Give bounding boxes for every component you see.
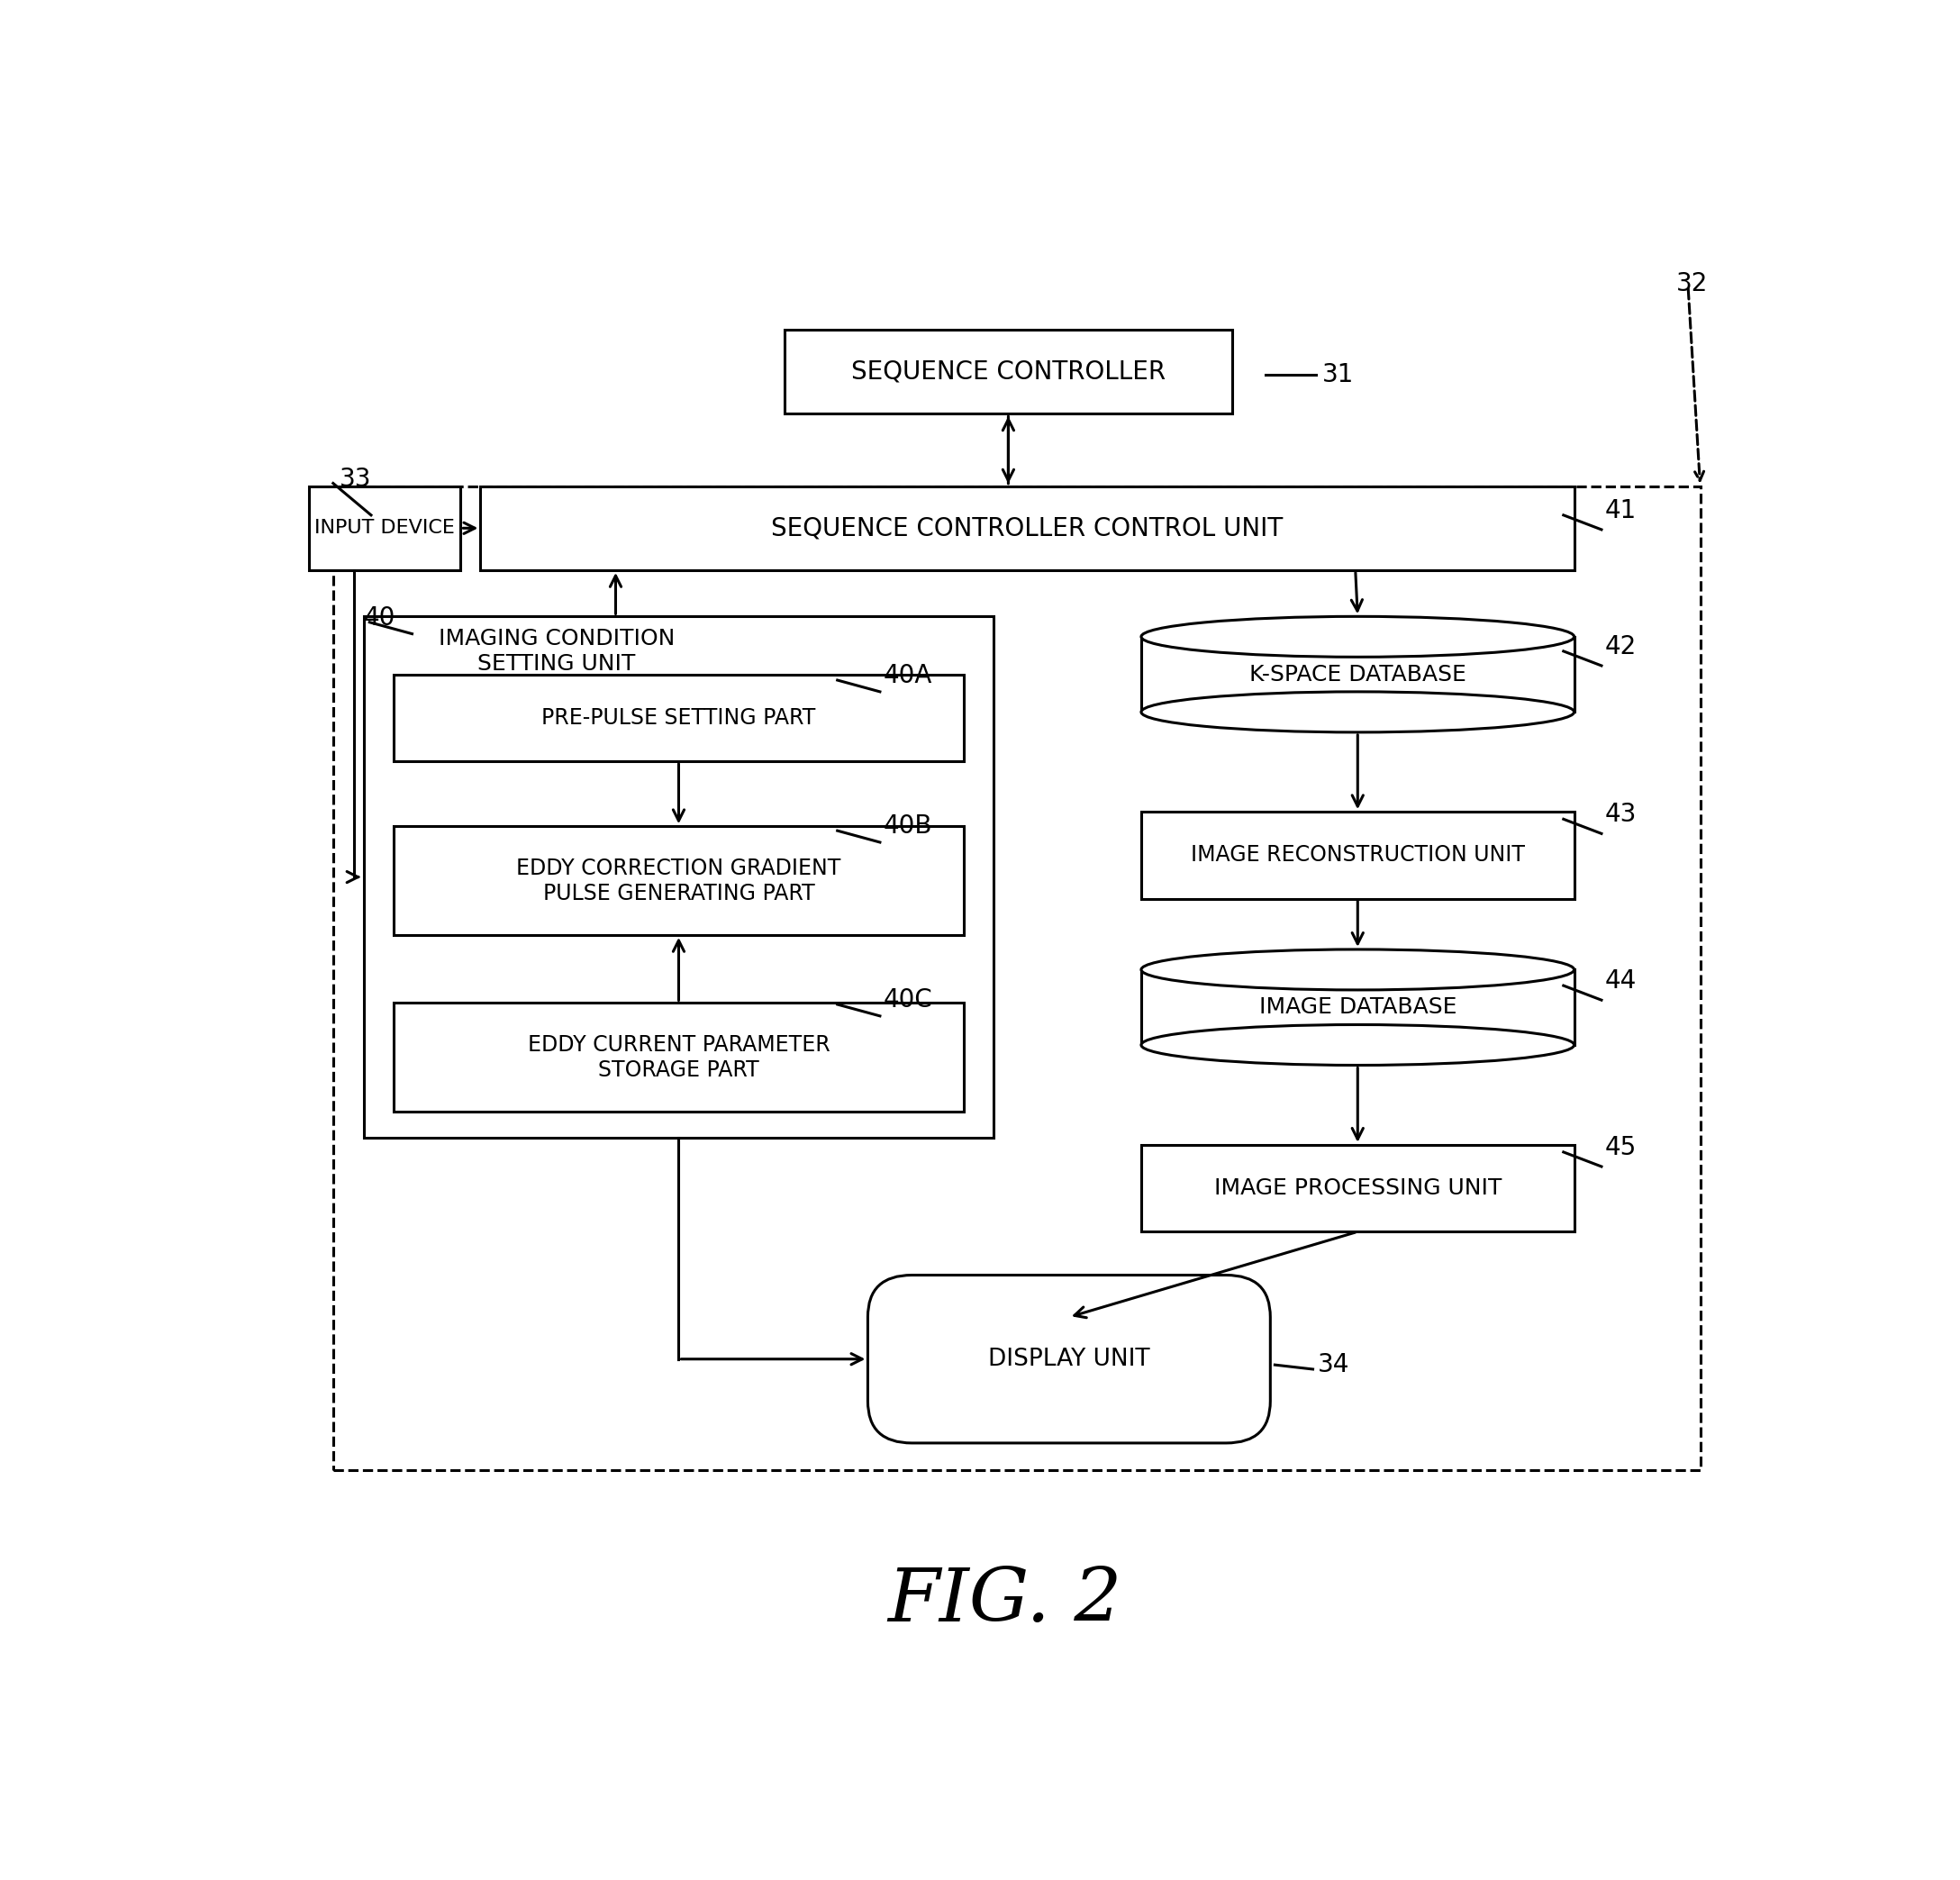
Bar: [1141, 812, 1574, 899]
FancyBboxPatch shape: [868, 1275, 1270, 1444]
Text: 41: 41: [1605, 498, 1637, 523]
Text: IMAGE PROCESSING UNIT: IMAGE PROCESSING UNIT: [1213, 1177, 1501, 1199]
Bar: [310, 487, 461, 570]
Text: 40A: 40A: [882, 664, 931, 688]
Bar: [333, 487, 1699, 1470]
Text: 44: 44: [1605, 968, 1637, 995]
Bar: [363, 617, 994, 1137]
Bar: [784, 329, 1233, 414]
Text: 34: 34: [1317, 1352, 1348, 1378]
Bar: [394, 827, 964, 934]
Text: 33: 33: [339, 466, 370, 491]
Text: 42: 42: [1605, 634, 1637, 660]
Text: 32: 32: [1676, 271, 1707, 297]
Text: FIG. 2: FIG. 2: [888, 1564, 1121, 1637]
Text: IMAGE RECONSTRUCTION UNIT: IMAGE RECONSTRUCTION UNIT: [1190, 844, 1525, 867]
Bar: [394, 1002, 964, 1111]
Text: INPUT DEVICE: INPUT DEVICE: [314, 519, 455, 538]
Bar: [1141, 637, 1574, 713]
Bar: [1141, 1145, 1574, 1231]
Ellipse shape: [1141, 1025, 1574, 1066]
Text: SEQUENCE CONTROLLER: SEQUENCE CONTROLLER: [851, 359, 1166, 384]
Text: 40C: 40C: [882, 987, 933, 1013]
Text: 31: 31: [1321, 363, 1354, 387]
Text: IMAGE DATABASE: IMAGE DATABASE: [1258, 996, 1456, 1019]
Ellipse shape: [1141, 692, 1574, 731]
Bar: [1141, 970, 1574, 1045]
Text: PRE-PULSE SETTING PART: PRE-PULSE SETTING PART: [541, 707, 815, 729]
Text: 40: 40: [363, 605, 396, 630]
Text: EDDY CORRECTION GRADIENT
PULSE GENERATING PART: EDDY CORRECTION GRADIENT PULSE GENERATIN…: [515, 857, 841, 904]
Text: 45: 45: [1605, 1136, 1637, 1160]
Ellipse shape: [1141, 949, 1574, 991]
Text: 43: 43: [1605, 803, 1637, 827]
Bar: [480, 487, 1574, 570]
Text: EDDY CURRENT PARAMETER
STORAGE PART: EDDY CURRENT PARAMETER STORAGE PART: [527, 1034, 829, 1081]
Text: IMAGING CONDITION
SETTING UNIT: IMAGING CONDITION SETTING UNIT: [439, 628, 674, 675]
Ellipse shape: [1141, 617, 1574, 656]
Text: K-SPACE DATABASE: K-SPACE DATABASE: [1249, 664, 1466, 684]
Text: 40B: 40B: [882, 814, 933, 838]
Bar: [394, 675, 964, 761]
Text: DISPLAY UNIT: DISPLAY UNIT: [988, 1348, 1151, 1371]
Text: SEQUENCE CONTROLLER CONTROL UNIT: SEQUENCE CONTROLLER CONTROL UNIT: [772, 515, 1284, 541]
